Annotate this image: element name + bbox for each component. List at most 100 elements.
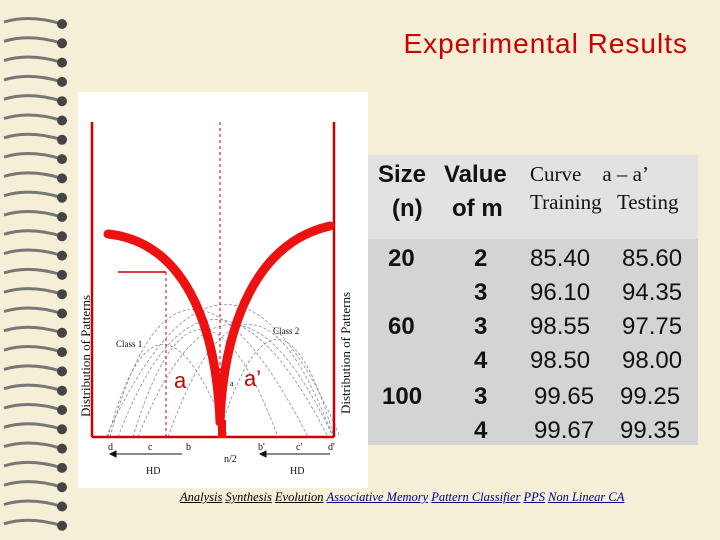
m-cell: 4 (474, 347, 488, 374)
spiral-hole (57, 289, 67, 300)
training-cell: 99.67 (534, 417, 595, 444)
spiral-binding (3, 17, 67, 531)
results-table: Size (n) Value of m Curve a – a’ Trainin… (368, 155, 698, 445)
size-cell: 60 (388, 313, 415, 340)
spiral-hole (57, 443, 67, 454)
spiral-ring (3, 210, 63, 219)
label-a-small: a (230, 379, 234, 388)
spiral-ring (3, 460, 63, 470)
spiral-hole (57, 38, 67, 49)
footer-link-pattern-classifier[interactable]: Pattern Classifier (431, 490, 521, 504)
footer-link-non-linear-ca[interactable]: Non Linear CA (547, 490, 625, 504)
spiral-ring (3, 55, 63, 65)
spiral-ring (3, 499, 63, 508)
spiral-hole (57, 366, 67, 377)
spiral-hole (57, 269, 67, 280)
hd-right-label: HD (290, 466, 304, 477)
footer-link-analysis[interactable]: Analysis (180, 490, 223, 504)
training-cell: 85.40 (530, 245, 591, 272)
testing-cell: 98.00 (622, 347, 683, 374)
hd-left-label: HD (146, 466, 160, 477)
m-cell: 3 (474, 313, 488, 340)
footer-link-evolution[interactable]: Evolution (274, 490, 324, 504)
x-tick-label: c' (296, 442, 302, 453)
spiral-hole (57, 424, 67, 435)
training-cell: 98.55 (530, 313, 591, 340)
spiral-ring (3, 267, 63, 277)
training-cell: 99.65 (534, 383, 595, 410)
footer-link-pps[interactable]: PPS (523, 490, 545, 504)
x-tick-label: n/2 (224, 454, 237, 465)
y-axis-label-right: Distribution of Patterns (338, 292, 353, 414)
spiral-hole (57, 231, 67, 242)
spiral-hole (57, 405, 67, 415)
header-size-sub: (n) (392, 195, 423, 222)
class1-label: Class 1 (116, 339, 142, 349)
x-tick-label: c (148, 442, 153, 453)
dashed-curves (105, 304, 341, 438)
label-a-prime: a’ (244, 366, 261, 391)
testing-cell: 99.35 (620, 417, 681, 444)
spiral-hole (57, 250, 67, 261)
x-tick-label: d' (328, 442, 335, 453)
spiral-hole (57, 57, 67, 68)
hd-arrows (108, 450, 330, 458)
x-tick-label: b (186, 442, 191, 453)
m-cell: 4 (474, 417, 488, 444)
testing-cell: 94.35 (622, 279, 683, 306)
spiral-hole (57, 462, 67, 473)
header-value: Value (444, 161, 507, 188)
footer-links: Analysis Synthesis Evolution Associative Me… (180, 490, 700, 505)
spiral-ring (3, 422, 63, 431)
spiral-ring (3, 441, 63, 451)
spiral-ring (3, 383, 63, 393)
m-cell: 3 (474, 383, 488, 410)
spiral-ring (3, 287, 63, 296)
spiral-hole (57, 154, 67, 165)
spiral-hole (57, 115, 67, 126)
curve-a-prime (215, 221, 335, 427)
spiral-ring (3, 229, 63, 238)
x-tick-label: b' (258, 442, 265, 453)
m-cell: 3 (474, 279, 488, 306)
x-tick-labels: d c b n/2 b' c' d' (108, 442, 335, 465)
spiral-hole (57, 520, 67, 531)
spiral-hole (57, 347, 67, 358)
page-title: Experimental Results (403, 28, 688, 59)
label-a: a (174, 368, 187, 393)
spiral-ring (3, 94, 63, 103)
table-header (368, 155, 698, 239)
class2-label: Class 2 (273, 326, 299, 336)
spiral-ring (3, 306, 63, 315)
curve-base (218, 420, 226, 438)
spiral-ring (3, 36, 63, 45)
testing-cell: 97.75 (622, 313, 683, 340)
size-cell: 100 (382, 383, 423, 410)
m-cell: 2 (474, 245, 488, 272)
spiral-ring (3, 132, 63, 142)
header-size: Size (378, 161, 427, 188)
spiral-hole (57, 192, 67, 203)
x-tick-label: d (108, 442, 113, 453)
spiral-ring (3, 480, 63, 489)
spiral-ring (3, 364, 63, 373)
header-curve: Curve a – a’ (530, 162, 649, 186)
spiral-hole (57, 501, 67, 512)
training-cell: 96.10 (530, 279, 591, 306)
pattern-distribution-diagram: Distribution of Patterns Distribution of… (78, 92, 368, 488)
dashed-vertical-lines (165, 122, 221, 437)
spiral-hole (57, 482, 67, 493)
spiral-ring (3, 190, 63, 200)
spiral-ring (3, 248, 63, 258)
spiral-hole (57, 212, 67, 222)
spiral-ring (3, 17, 63, 26)
testing-cell: 99.25 (620, 383, 681, 410)
curve-a (103, 229, 225, 427)
spiral-hole (57, 173, 67, 184)
spiral-ring (3, 113, 63, 122)
footer-link-associative-memory[interactable]: Associative Memory (326, 490, 429, 504)
spiral-hole (57, 327, 67, 338)
footer-link-synthesis[interactable]: Synthesis (225, 490, 272, 504)
spiral-ring (3, 403, 63, 412)
testing-cell: 85.60 (622, 245, 683, 272)
